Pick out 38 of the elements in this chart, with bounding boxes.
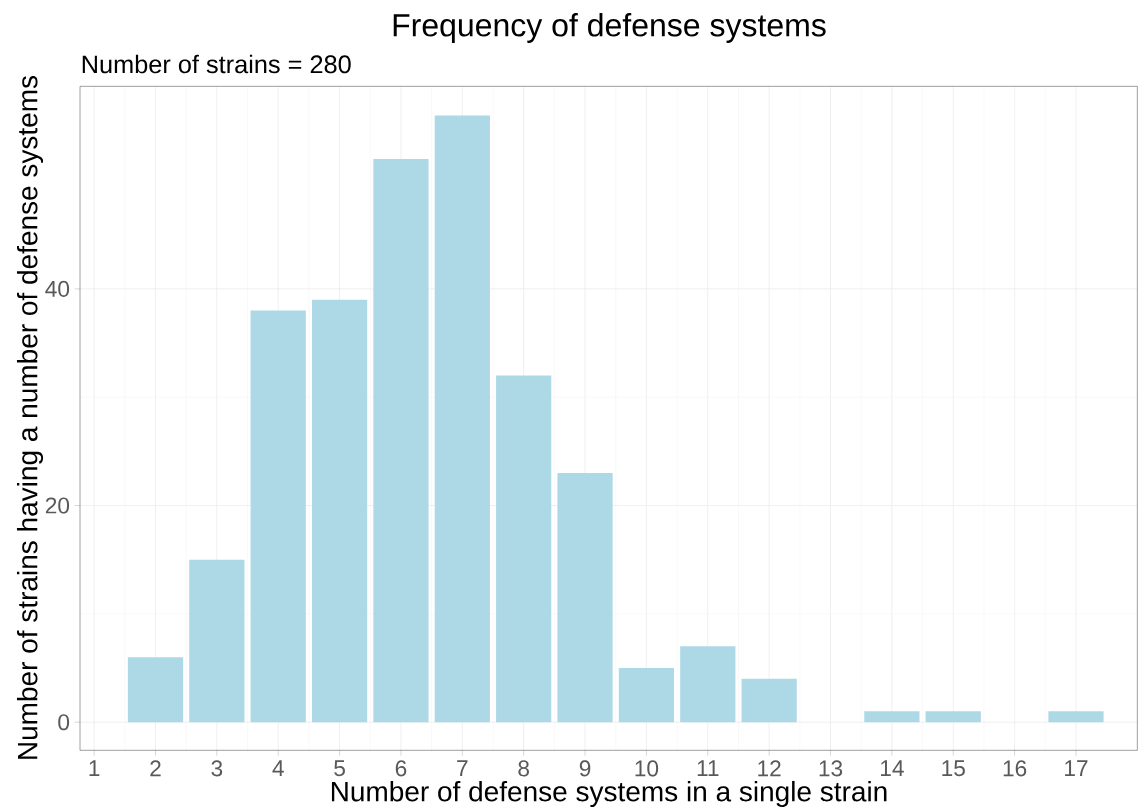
bar <box>618 667 675 722</box>
y-tick-label: 20 <box>45 497 70 514</box>
x-tick-label: 2 <box>150 760 161 776</box>
bar <box>741 678 797 722</box>
x-tick-label: 17 <box>1065 760 1088 776</box>
y-axis-title: Number of strains having a number of defense systems <box>16 75 44 759</box>
chart-title: Frequency of defense systems <box>393 12 826 43</box>
bar <box>189 559 245 722</box>
x-tick-label: 16 <box>1003 760 1027 777</box>
x-tick-label: 1 <box>89 760 100 776</box>
x-axis-title: Number of defense systems in a single strain <box>331 780 887 807</box>
x-tick-label: 13 <box>819 760 843 777</box>
chart-subtitle: Number of strains = 280 <box>82 54 351 74</box>
x-tick-label: 8 <box>518 760 529 777</box>
x-tick-label: 7 <box>457 760 468 776</box>
x-tick-label: 14 <box>881 760 904 776</box>
x-tick-label: 6 <box>395 760 407 777</box>
x-tick-label: 10 <box>635 760 659 777</box>
x-tick-label: 15 <box>942 760 965 776</box>
x-tick-label: 11 <box>697 760 719 776</box>
y-tick-label: 0 <box>58 713 70 730</box>
x-tick-label: 9 <box>579 760 591 777</box>
x-tick-label: 12 <box>758 760 781 776</box>
bar <box>925 711 981 722</box>
bar <box>127 656 184 722</box>
bar <box>557 472 613 722</box>
x-tick-label: 4 <box>272 760 284 776</box>
bar <box>373 158 429 722</box>
bar <box>864 711 920 722</box>
x-tick-label: 5 <box>334 760 345 776</box>
x-tick-label: 3 <box>211 760 223 777</box>
bar <box>496 375 552 722</box>
bar <box>434 115 490 722</box>
y-tick-label: 40 <box>45 280 70 297</box>
bar <box>1048 711 1104 722</box>
bar <box>311 299 368 722</box>
bar <box>680 646 736 722</box>
bar <box>250 310 306 722</box>
